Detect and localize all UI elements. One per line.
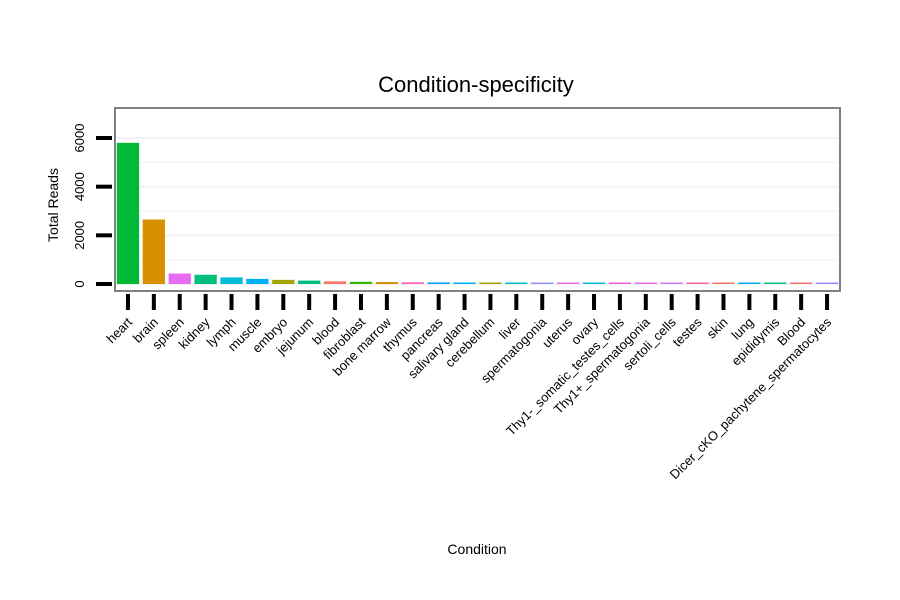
bar-uterus	[556, 282, 580, 284]
bar-spleen	[168, 273, 191, 284]
bar-cerebellum	[479, 282, 502, 284]
y-axis: 0 2000 4000 6000	[72, 124, 112, 288]
x-axis-label: Condition	[447, 541, 506, 557]
bar-bone-marrow	[375, 282, 399, 284]
y-tick-label: 2000	[72, 221, 87, 250]
bar-fibroblast	[349, 281, 373, 284]
bar-thy1-somatic-testes-cells	[608, 282, 632, 284]
bar-muscle	[246, 278, 269, 284]
bar-brain	[142, 219, 165, 284]
bar-thy1-spermatogonia	[634, 282, 657, 284]
bar-sertoli-cells	[660, 282, 683, 284]
bar-heart	[116, 142, 140, 284]
chart-title: Condition-specificity	[378, 72, 574, 97]
bar-epididymis	[764, 282, 787, 284]
bar-blood	[790, 282, 813, 284]
plot-panel-border	[114, 107, 841, 292]
bar-liver	[505, 282, 528, 284]
y-axis-label: Total Reads	[45, 168, 61, 242]
bar-ovary	[582, 282, 606, 284]
bar-thymus	[401, 282, 424, 284]
bar-dicer-cko-pachytene-spermatocytes	[815, 282, 839, 284]
y-tick-label: 6000	[72, 124, 87, 153]
bars	[116, 142, 839, 284]
bar-jejunum	[298, 280, 321, 284]
bar-skin	[712, 282, 735, 284]
bar-embryo	[272, 279, 295, 284]
y-tick-label: 0	[72, 280, 87, 287]
bar-salivary-gland	[453, 282, 476, 284]
bar-blood	[323, 281, 347, 284]
bar-kidney	[194, 274, 217, 284]
bar-spermatogonia	[531, 282, 554, 284]
bar-lung	[738, 282, 761, 284]
bar-lymph	[220, 277, 243, 284]
y-tick-label: 4000	[72, 172, 87, 201]
bar-testes	[686, 282, 709, 284]
bar-pancreas	[427, 282, 450, 284]
